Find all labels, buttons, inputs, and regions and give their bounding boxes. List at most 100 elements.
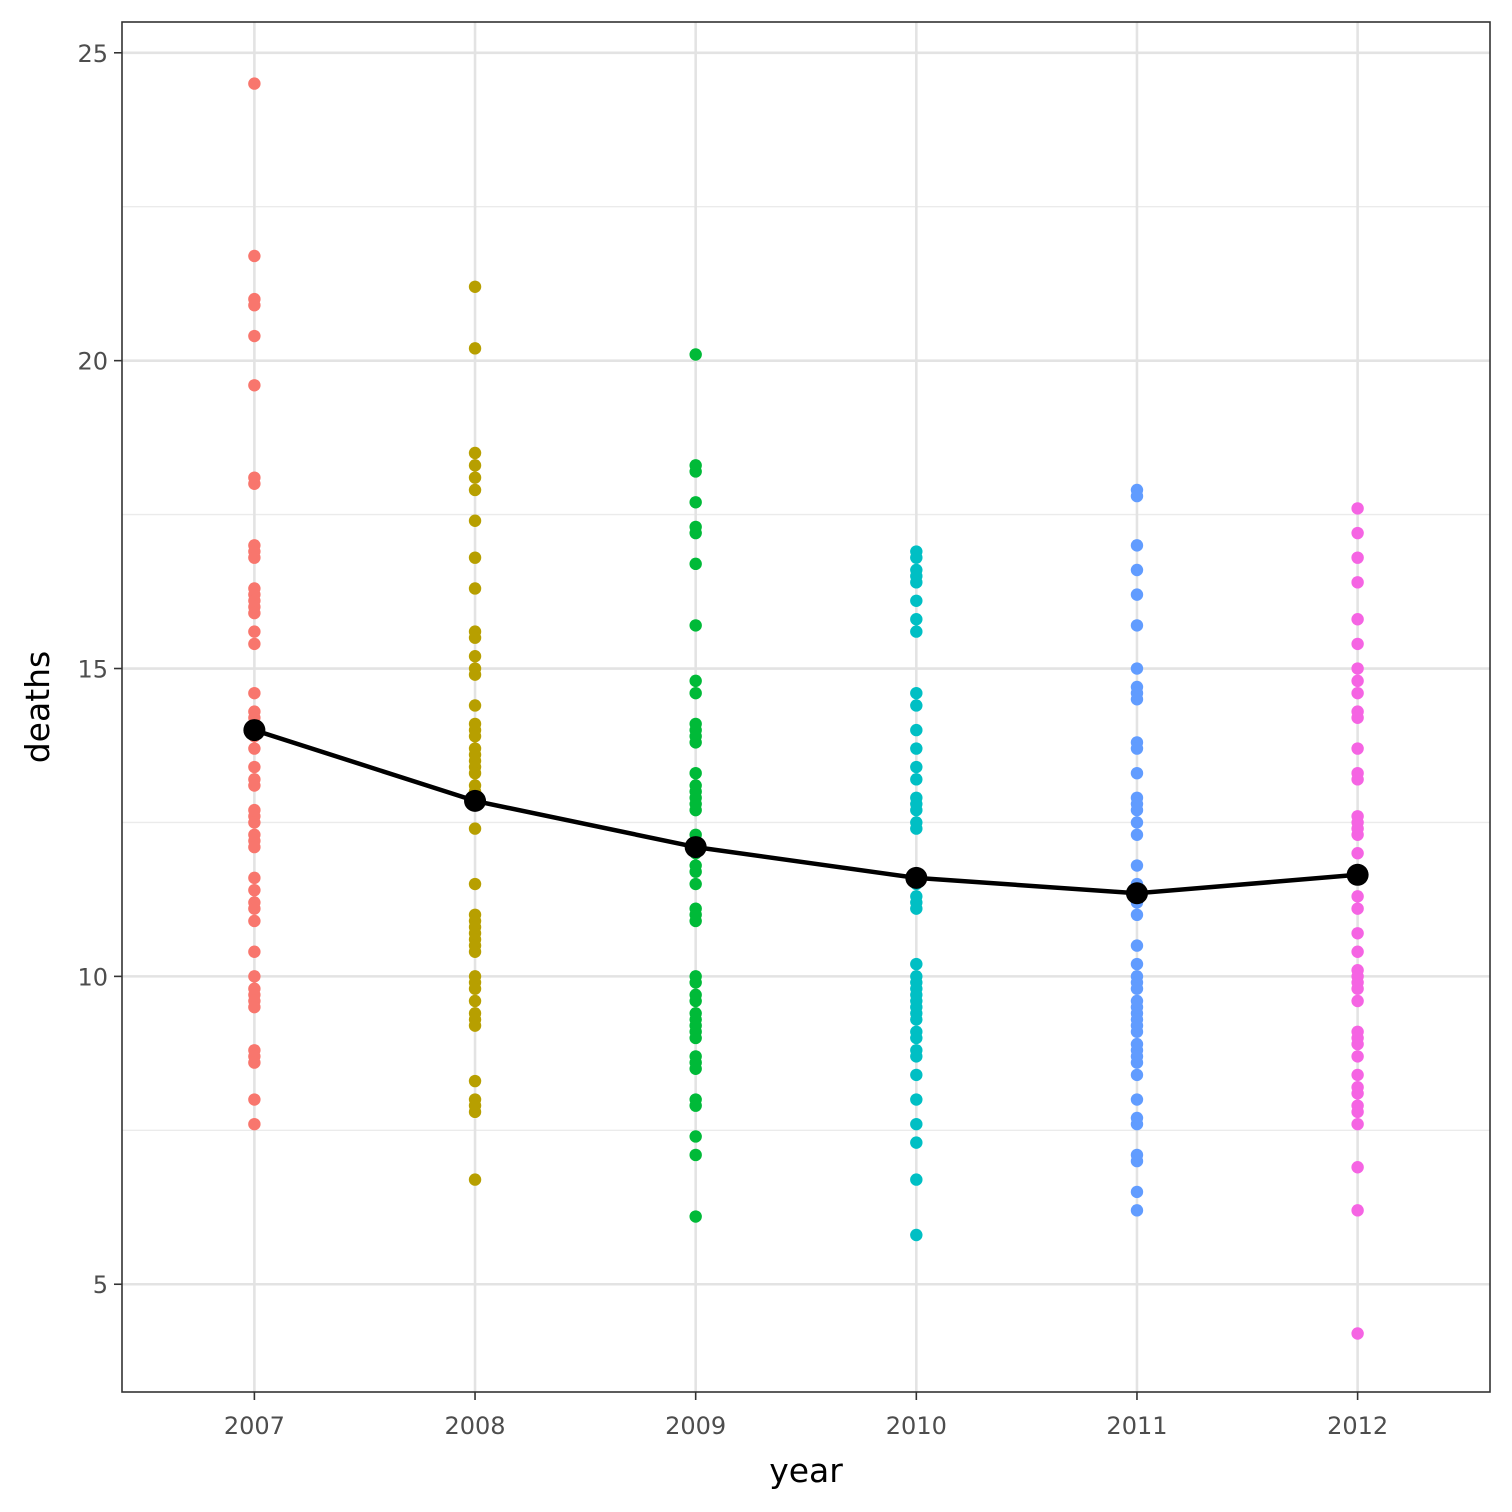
data-point — [1351, 662, 1364, 675]
x-tick-label: 2009 — [665, 1412, 726, 1440]
data-point — [248, 871, 261, 885]
mean-line — [253, 727, 1358, 896]
data-point — [248, 77, 261, 90]
data-point — [910, 551, 923, 564]
data-point — [468, 342, 482, 355]
data-point — [248, 970, 261, 983]
data-point — [1130, 957, 1144, 971]
data-point — [689, 686, 702, 700]
x-tick-label: 2008 — [444, 1412, 505, 1440]
data-point — [468, 822, 482, 835]
data-point — [1351, 902, 1364, 915]
data-point — [1351, 1105, 1364, 1119]
data-point — [468, 483, 482, 497]
data-point — [1351, 637, 1364, 651]
data-point — [1130, 662, 1144, 675]
data-point — [248, 249, 261, 263]
data-point — [1351, 1068, 1364, 1082]
data-point — [1130, 908, 1144, 922]
data-point — [689, 674, 702, 688]
data-point — [910, 1117, 923, 1131]
data-point — [468, 766, 482, 780]
data-point — [1130, 1204, 1144, 1217]
x-tick-label: 2011 — [1106, 1412, 1167, 1440]
data-point — [1351, 927, 1364, 940]
data-point — [1351, 1037, 1364, 1051]
y-tick-label: 15 — [77, 656, 108, 684]
data-point — [468, 631, 482, 644]
data-point — [910, 902, 923, 915]
data-point — [1130, 828, 1144, 841]
data-point — [689, 976, 702, 989]
data-point — [910, 760, 923, 774]
data-point — [689, 1099, 702, 1112]
data-point — [910, 613, 923, 626]
data-point — [910, 1093, 923, 1106]
data-point — [468, 1019, 482, 1032]
data-point — [468, 699, 482, 712]
data-point — [689, 348, 702, 361]
data-point — [1130, 619, 1144, 632]
data-point — [1130, 1068, 1144, 1082]
data-point — [1351, 890, 1364, 903]
data-point — [689, 803, 702, 817]
data-point — [910, 822, 923, 835]
data-point — [689, 526, 702, 540]
data-point — [1130, 563, 1144, 577]
data-point — [1130, 489, 1144, 503]
data-point — [910, 957, 923, 971]
data-point — [1130, 766, 1144, 780]
data-point — [468, 994, 482, 1008]
plot-panel — [122, 22, 1490, 1392]
data-point — [248, 329, 261, 343]
data-point — [248, 606, 261, 620]
data-point — [468, 982, 482, 995]
data-point — [910, 576, 923, 589]
data-point — [468, 459, 482, 472]
data-point — [910, 1013, 923, 1026]
data-point — [1351, 742, 1364, 755]
mean-point — [243, 719, 266, 742]
data-point — [248, 1117, 261, 1131]
data-point — [910, 1173, 923, 1186]
data-point — [1130, 1025, 1144, 1038]
data-point — [1351, 551, 1364, 564]
mean-point — [684, 836, 707, 859]
scatter-points — [248, 77, 1364, 1340]
data-point — [468, 730, 482, 743]
y-tick-label: 20 — [77, 348, 108, 376]
data-point — [1351, 1117, 1364, 1131]
data-point — [468, 877, 482, 891]
data-point — [248, 742, 261, 755]
data-point — [468, 1074, 482, 1088]
data-point — [248, 637, 261, 651]
data-point — [468, 668, 482, 681]
mean-line-layer — [243, 719, 1369, 905]
data-point — [1351, 773, 1364, 786]
data-point — [1351, 945, 1364, 958]
data-point — [1130, 1117, 1144, 1131]
data-point — [910, 1228, 923, 1242]
grid-minor — [122, 206, 1490, 1132]
data-point — [248, 779, 261, 792]
data-point — [1351, 1050, 1364, 1063]
data-point — [468, 1173, 482, 1186]
data-point — [468, 650, 482, 663]
data-point — [910, 1068, 923, 1082]
data-point — [248, 902, 261, 915]
data-point — [468, 514, 482, 527]
data-point — [910, 1136, 923, 1149]
y-axis: 5 10 15 20 25 — [77, 40, 122, 1299]
data-point — [910, 594, 923, 607]
data-point — [1130, 1093, 1144, 1106]
data-point — [910, 773, 923, 786]
data-point — [1130, 982, 1144, 995]
data-point — [468, 582, 482, 595]
data-point — [248, 1000, 261, 1014]
data-point — [248, 883, 261, 897]
data-point — [468, 471, 482, 484]
data-point — [1351, 686, 1364, 700]
data-point — [1351, 847, 1364, 860]
data-point — [689, 465, 702, 478]
